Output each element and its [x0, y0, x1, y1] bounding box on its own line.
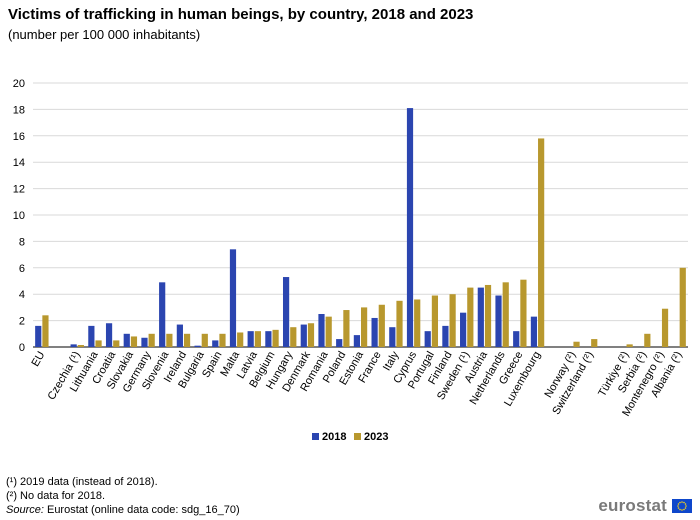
bar-2023: [520, 279, 527, 347]
source-label: Source:: [6, 504, 44, 516]
bar-2018: [353, 335, 360, 347]
bar-2023: [42, 315, 49, 347]
bar-2018: [35, 325, 42, 347]
bar-2018: [247, 331, 254, 347]
bar-2023: [272, 329, 279, 347]
bar-2023: [343, 310, 350, 347]
bar-2018: [495, 295, 502, 347]
bar-2023: [219, 333, 226, 347]
bar-2018: [282, 277, 290, 347]
bar-2023: [414, 299, 421, 347]
bar-2023: [130, 336, 138, 347]
bar-2023: [484, 284, 492, 347]
bar-2018: [123, 333, 130, 347]
bar-2023: [538, 138, 545, 347]
bar-2023: [378, 304, 385, 347]
y-tick-label: 18: [13, 104, 25, 116]
chart-subtitle: (number per 100 000 inhabitants): [8, 27, 201, 42]
bar-2018: [300, 324, 307, 347]
y-tick-label: 8: [19, 236, 25, 248]
bar-2023: [502, 282, 509, 347]
bar-2018: [513, 331, 520, 347]
bar-2018: [389, 327, 396, 347]
source-line: Source: Eurostat (online data code: sdg_…: [6, 503, 240, 517]
bar-2023: [148, 333, 155, 347]
bars: [35, 108, 686, 347]
bar-2023: [290, 327, 297, 347]
logo-text: eurostat: [598, 496, 667, 515]
bar-2018: [336, 339, 343, 347]
bar-2018: [141, 337, 148, 347]
y-tick-label: 6: [19, 263, 25, 275]
bar-2018: [442, 325, 449, 347]
bar-2018: [70, 344, 77, 347]
bar-2018: [229, 249, 237, 347]
bar-2023: [166, 333, 173, 347]
bar-2023: [431, 295, 439, 347]
bar-2018: [371, 317, 378, 347]
legend-label-2018: 2018: [322, 431, 346, 443]
bar-2023: [679, 267, 686, 347]
bar-2023: [591, 339, 598, 347]
bar-2018: [318, 314, 325, 347]
bar-2018: [265, 331, 272, 347]
y-tick-label: 14: [13, 157, 25, 169]
bar-2018: [176, 324, 183, 347]
bar-2018: [424, 331, 431, 347]
x-tick-label: EU: [29, 349, 47, 368]
bar-2023: [573, 341, 580, 347]
bar-2018: [212, 340, 219, 347]
bar-2018: [406, 108, 414, 347]
bar-2023: [254, 331, 261, 347]
bar-2023: [237, 332, 244, 347]
legend-swatch-2023: [354, 433, 361, 440]
bar-2023: [361, 307, 368, 347]
y-tick-label: 20: [13, 78, 25, 90]
bar-2018: [159, 282, 166, 347]
eurostat-logo: eurostat: [598, 496, 692, 516]
bar-2023: [644, 333, 651, 347]
bar-2023: [325, 316, 332, 347]
bar-2023: [396, 300, 403, 347]
bar-2018: [194, 345, 201, 347]
grid-lines: [33, 82, 688, 348]
bar-2023: [201, 333, 208, 347]
bar-2018: [477, 287, 484, 347]
bar-2023: [467, 287, 474, 347]
footnotes: (¹) 2019 data (instead of 2018). (²) No …: [6, 475, 240, 517]
y-tick-label: 12: [13, 184, 25, 196]
bar-2023: [77, 345, 84, 347]
bar-2023: [307, 323, 315, 347]
bar-2018: [88, 325, 95, 347]
bar-2023: [449, 294, 456, 347]
y-axis-ticks: 0 2 4 6 8 10 12 14 16 18 20: [13, 78, 25, 354]
y-tick-label: 0: [19, 342, 25, 354]
legend: 2018 2023: [312, 431, 388, 443]
legend-label-2023: 2023: [364, 431, 388, 443]
legend-swatch-2018: [312, 433, 319, 440]
y-tick-label: 10: [13, 210, 25, 222]
footnote-2: (²) No data for 2018.: [6, 490, 106, 502]
eu-flag-icon: [672, 499, 692, 513]
bar-2018: [105, 323, 113, 347]
chart-title: Victims of trafficking in human beings, …: [8, 6, 474, 23]
bar-2018: [460, 312, 467, 347]
bar-2023: [626, 344, 633, 347]
bar-2018: [530, 316, 538, 347]
bar-2023: [183, 333, 191, 347]
bar-2023: [95, 340, 102, 347]
footnote-1: (¹) 2019 data (instead of 2018).: [6, 476, 158, 488]
y-tick-label: 4: [19, 289, 25, 301]
y-tick-label: 16: [13, 131, 25, 143]
y-tick-label: 2: [19, 316, 25, 328]
bar-2023: [113, 340, 120, 347]
bar-2023: [661, 308, 669, 347]
source-text: Eurostat (online data code: sdg_16_70): [43, 504, 240, 516]
